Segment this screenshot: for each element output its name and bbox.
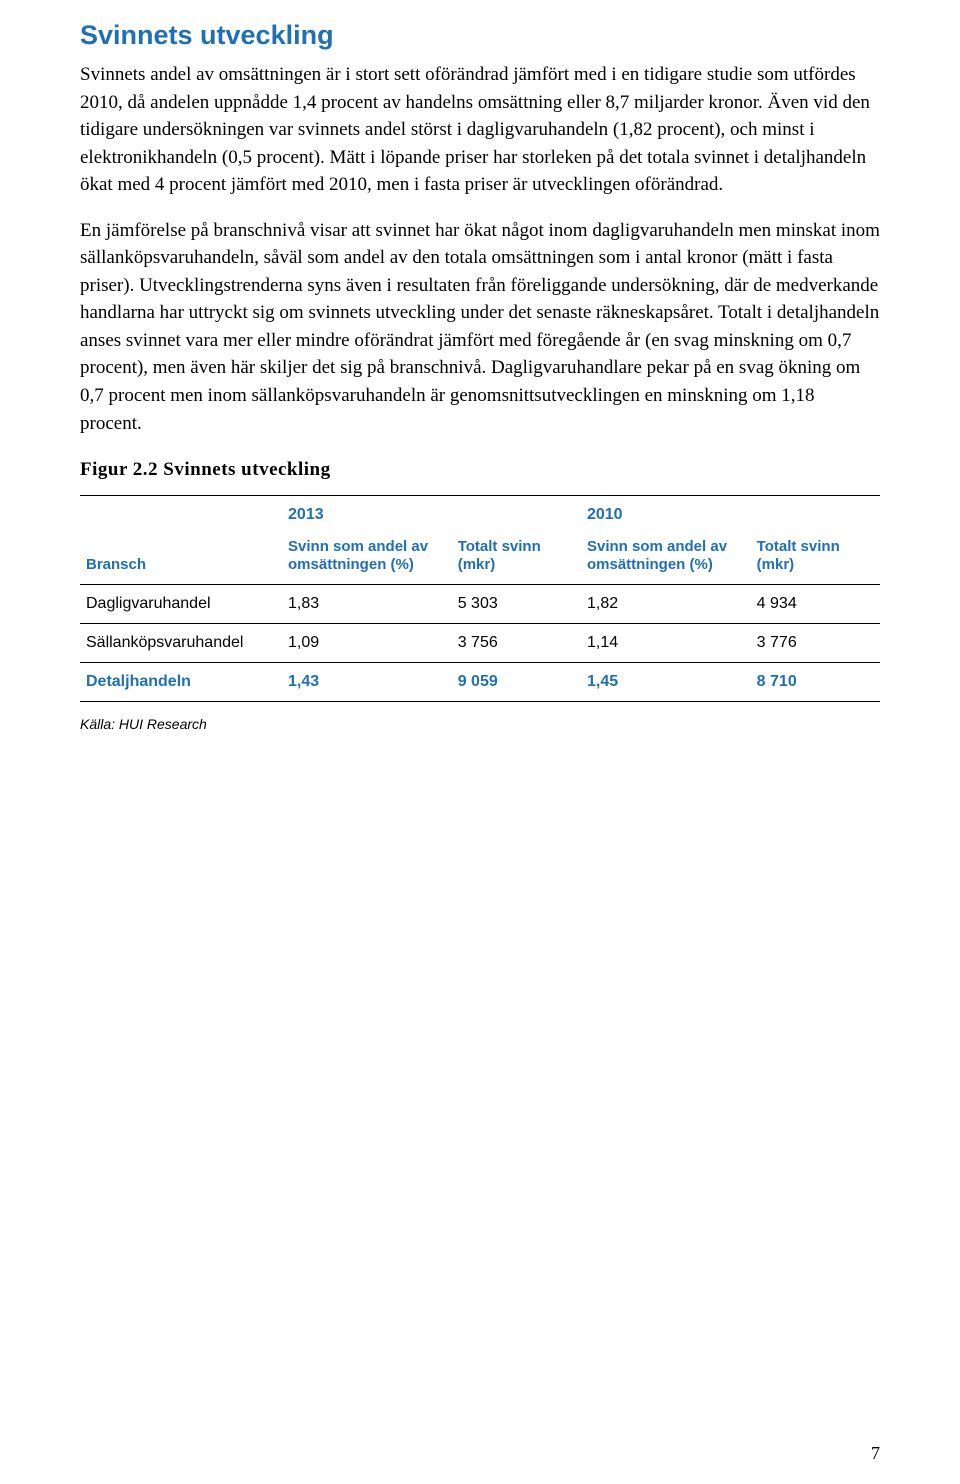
- table-cell: 9 059: [452, 663, 581, 702]
- table-cell: 1,43: [282, 663, 452, 702]
- page-number: 7: [871, 1443, 880, 1464]
- table-cell: Sällanköpsvaruhandel: [80, 624, 282, 663]
- table-cell: 3 756: [452, 624, 581, 663]
- table-cell: 1,14: [581, 624, 751, 663]
- table-cell: 1,82: [581, 585, 751, 624]
- table-row: Detaljhandeln1,439 0591,458 710: [80, 663, 880, 702]
- col-bransch: Bransch: [80, 530, 282, 585]
- col-andel-2010: Svinn som andel av omsättningen (%): [581, 530, 751, 585]
- year-2010: 2010: [581, 496, 751, 531]
- col-total-2013: Totalt svinn (mkr): [452, 530, 581, 585]
- col-andel-2013: Svinn som andel av omsättningen (%): [282, 530, 452, 585]
- table-body: Dagligvaruhandel1,835 3031,824 934Sällan…: [80, 585, 880, 702]
- body-paragraph: Svinnets andel av omsättningen är i stor…: [80, 61, 880, 199]
- table-cell: 1,83: [282, 585, 452, 624]
- table-cell: 3 776: [751, 624, 880, 663]
- table-cell: 1,09: [282, 624, 452, 663]
- table-cell: 8 710: [751, 663, 880, 702]
- table-cell: 4 934: [751, 585, 880, 624]
- figure-caption: Figur 2.2 Svinnets utveckling: [80, 459, 880, 481]
- year-2013: 2013: [282, 496, 452, 531]
- data-table: 2013 2010 Bransch Svinn som andel av oms…: [80, 495, 880, 702]
- table-cell: 5 303: [452, 585, 581, 624]
- table-cell: Dagligvaruhandel: [80, 585, 282, 624]
- table-year-row: 2013 2010: [80, 496, 880, 531]
- body-paragraph: En jämförelse på branschnivå visar att s…: [80, 217, 880, 437]
- section-heading: Svinnets utveckling: [80, 20, 880, 51]
- table-cell: Detaljhandeln: [80, 663, 282, 702]
- table-row: Dagligvaruhandel1,835 3031,824 934: [80, 585, 880, 624]
- table-cell: 1,45: [581, 663, 751, 702]
- source-note: Källa: HUI Research: [80, 716, 880, 732]
- col-total-2010: Totalt svinn (mkr): [751, 530, 880, 585]
- table-header-row: Bransch Svinn som andel av omsättningen …: [80, 530, 880, 585]
- table-row: Sällanköpsvaruhandel1,093 7561,143 776: [80, 624, 880, 663]
